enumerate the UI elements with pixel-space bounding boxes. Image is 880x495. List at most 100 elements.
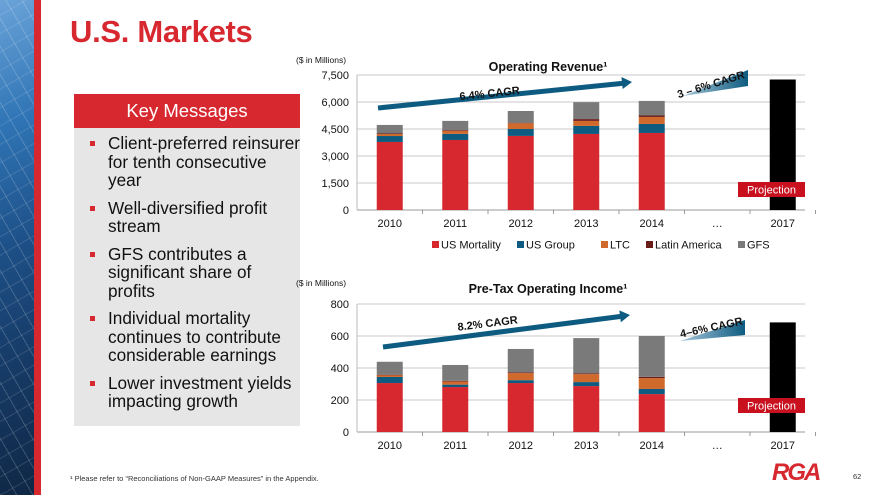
x-tick-label: 2012 (509, 440, 533, 452)
side-photo-pattern (0, 0, 34, 495)
x-tick-label: 2011 (443, 440, 467, 452)
bar-segment-us-mortality (507, 383, 534, 432)
cagr-arrow (382, 313, 625, 350)
bar-segment-us-group (442, 133, 469, 140)
arrowhead-icon (619, 310, 630, 323)
y-tick-label: 6,000 (321, 97, 349, 109)
list-item-text: Lower investment yields impacting growth (108, 372, 292, 411)
cagr-projection-wedge (680, 320, 745, 341)
list-item: GFS contributes a significant share of p… (90, 244, 300, 301)
page-number: 62 (853, 472, 862, 481)
units-label: ($ in Millions) (296, 55, 346, 65)
legend-label: US Group (526, 240, 575, 252)
bar-segment-latin-america (442, 380, 469, 382)
bar-segment-gfs (638, 336, 665, 377)
x-tick-label: 2013 (574, 218, 598, 230)
bullet-icon (90, 141, 95, 146)
bar-segment-ltc (638, 116, 665, 124)
bullet-icon (90, 205, 95, 211)
bar-segment-ltc (638, 378, 665, 389)
bar-segment-us-group (442, 384, 469, 388)
pretax-income-chart: 0 200 400 600 800 ($ in Millions) Pre-Tax Oper… (296, 278, 816, 452)
cagr-historical-label: 6.4% CAGR (459, 85, 520, 103)
bar-segment-ltc (442, 381, 469, 385)
bullet-icon (90, 380, 95, 386)
key-messages-panel: Key Messages Client-preferred reinsurer … (74, 94, 300, 426)
bar-segment-gfs (573, 338, 600, 374)
arrowhead-icon (621, 77, 632, 89)
bar-segment-gfs (442, 120, 469, 131)
bar-segment-ltc (507, 123, 534, 129)
list-item: Client-preferred reinsurer for tenth con… (90, 134, 300, 190)
side-photo-strip (0, 0, 34, 495)
legend-label: LTC (610, 240, 630, 252)
rga-logo: RGA (772, 459, 821, 486)
bar-segment-us-group (507, 129, 534, 136)
legend-swatch-us-group (517, 241, 524, 248)
key-messages-list: Client-preferred reinsurer for tenth con… (74, 128, 300, 411)
bar-segment-us-mortality (573, 386, 600, 432)
bar-segment-us-group (573, 382, 600, 387)
projection-label: Projection (747, 401, 796, 413)
projection-label-bg (738, 182, 805, 197)
footnote: ¹ Please refer to “Reconciliations of No… (70, 474, 319, 483)
list-item-text: Client-preferred reinsurer for tenth con… (108, 133, 300, 190)
projection-bar (769, 322, 796, 432)
y-tick-label: 0 (343, 427, 349, 439)
y-tick-label: 400 (331, 363, 349, 375)
bar-segment-ltc (376, 134, 403, 137)
x-tick-label: 2014 (640, 440, 664, 452)
operating-revenue-chart: 0 1,500 3,000 4,500 6,000 7,500 ($ in Millions… (296, 55, 816, 230)
bullet-icon (90, 251, 95, 257)
x-tick-label: … (712, 218, 723, 230)
y-tick-label: 800 (331, 299, 349, 311)
bar-segment-ltc (573, 120, 600, 126)
bar-segment-gfs (507, 111, 534, 123)
bar-segment-us-group (376, 136, 403, 142)
legend-swatch-latin-america (646, 241, 653, 248)
bar-segment-gfs (442, 364, 469, 381)
bar-segment-us-group (638, 123, 665, 133)
bar-segment-gfs (507, 348, 534, 373)
bar-segment-ltc (573, 374, 600, 383)
projection-label: Projection (747, 185, 796, 197)
x-tick-label: … (712, 440, 723, 452)
list-item: Lower investment yields impacting growth (90, 372, 300, 411)
list-item-text: Well-diversified profit stream (108, 197, 268, 236)
bullet-icon (90, 316, 95, 321)
bar-segment-latin-america (638, 115, 665, 117)
bar-segment-ltc (442, 130, 469, 134)
bar-segment-gfs (376, 124, 403, 134)
side-accent-bar (34, 0, 41, 495)
bar-segment-us-mortality (442, 139, 469, 210)
list-item-text: Individual mortality continues to contri… (108, 308, 281, 365)
bar-segment-gfs (638, 100, 665, 116)
bar-segment-us-group (507, 380, 534, 384)
legend-label: GFS (747, 240, 770, 252)
bar-segment-latin-america (507, 122, 534, 124)
cagr-projection-wedge (683, 70, 748, 96)
bar-segment-us-group (376, 376, 403, 384)
list-item: Individual mortality continues to contri… (90, 309, 300, 365)
bar-segment-us-mortality (638, 132, 665, 210)
bar-segment-us-mortality (573, 133, 600, 210)
bar-segment-ltc (376, 375, 403, 377)
legend-swatch-us-mortality (432, 241, 439, 248)
x-tick-label: 2010 (378, 218, 402, 230)
bar-segment-gfs (376, 361, 403, 375)
y-tick-label: 3,000 (321, 151, 349, 163)
key-messages-header: Key Messages (74, 94, 300, 128)
y-tick-label: 7,500 (321, 70, 349, 82)
y-tick-label: 600 (331, 331, 349, 343)
x-tick-label: 2017 (771, 440, 795, 452)
bar-segment-us-mortality (638, 394, 665, 432)
page-title: U.S. Markets (70, 14, 253, 49)
bar-segment-latin-america (376, 374, 403, 376)
bar-segment-latin-america (376, 133, 403, 135)
bar-segment-latin-america (638, 376, 665, 379)
legend-swatch-ltc (601, 241, 608, 248)
bar-segment-gfs (573, 102, 600, 120)
list-item: Well-diversified profit stream (90, 197, 300, 236)
y-tick-label: 0 (343, 205, 349, 217)
